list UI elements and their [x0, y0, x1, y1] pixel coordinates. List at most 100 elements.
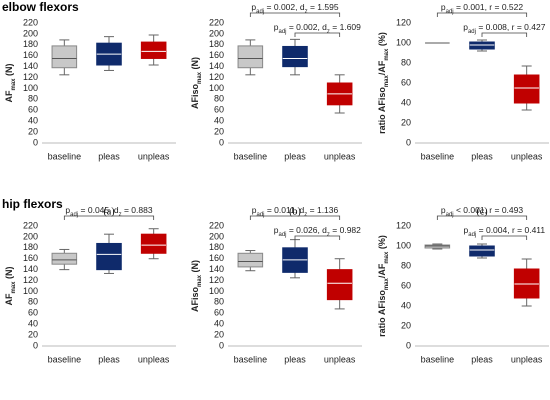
y-tick-label: 0: [406, 137, 411, 147]
annotation: padj < 0.001, r = 0.493: [441, 205, 523, 217]
x-tick-label: baseline: [48, 151, 82, 161]
text-part: (N): [190, 260, 200, 275]
text-part: p: [65, 205, 70, 215]
y-tick-label: 0: [219, 340, 224, 350]
box: [51, 45, 78, 69]
y-tick-label: 200: [23, 28, 38, 38]
annotation: padj = 0.004, r = 0.411: [464, 225, 546, 237]
x-tick-label: unpleas: [511, 151, 543, 161]
y-tick-label: 220: [23, 220, 38, 230]
y-tick-label: 120: [23, 275, 38, 285]
box: [237, 252, 264, 268]
y-tick-label: 60: [28, 105, 38, 115]
y-tick-label: 20: [214, 126, 224, 136]
text-part: p: [251, 2, 256, 12]
y-axis-title: AFmax (N): [4, 266, 16, 305]
y-axis-title: AFisomax (N): [190, 260, 202, 312]
y-tick-label: 60: [401, 280, 411, 290]
subscript: max: [11, 78, 17, 91]
x-tick-label: pleas: [471, 354, 493, 364]
text-part: = 0.011, d: [265, 205, 305, 215]
text-part: = 1.136: [307, 205, 338, 215]
text-part: p: [274, 22, 279, 32]
x-tick-label: unpleas: [511, 354, 543, 364]
significance-bracket: [249, 215, 341, 220]
y-tick-label: 140: [23, 61, 38, 71]
text-part: p: [441, 205, 446, 215]
y-tick-label: 60: [214, 308, 224, 318]
y-tick-label: 220: [23, 17, 38, 27]
section-title: elbow flexors: [2, 0, 79, 14]
annotation: padj = 0.002, dz = 1.609: [274, 22, 361, 34]
significance-bracket: [294, 32, 341, 37]
x-tick-label: unpleas: [138, 151, 170, 161]
panel-label: (b): [289, 206, 301, 217]
text-part: p: [464, 225, 469, 235]
subscript: z: [327, 232, 330, 238]
y-tick-label: 20: [214, 329, 224, 339]
box: [96, 242, 122, 271]
panel-label: (a): [103, 206, 114, 217]
y-axis-title: ratio AFisomax/AFmax (%): [377, 235, 389, 337]
subscript: max: [197, 71, 203, 84]
subscript: max: [384, 75, 390, 88]
text-part: (N): [190, 57, 200, 72]
x-tick-label: pleas: [471, 151, 493, 161]
y-tick-label: 100: [396, 37, 411, 47]
text-part: = 0.002, d: [287, 22, 328, 32]
text-part: = 1.595: [308, 2, 339, 12]
text-part: (N): [4, 266, 14, 281]
subscript: adj: [256, 212, 264, 218]
y-tick-label: 180: [209, 39, 224, 49]
y-tick-label: 100: [396, 240, 411, 250]
significance-bracket: [249, 12, 341, 17]
subscript: adj: [70, 212, 78, 218]
y-axis-title: ratio AFisomax/AFmax (%): [377, 32, 389, 134]
text-part: p: [274, 225, 279, 235]
y-tick-label: 100: [23, 286, 38, 296]
text-part: AFiso: [190, 287, 200, 313]
box: [282, 45, 308, 68]
box: [513, 74, 540, 104]
text-part: p: [252, 205, 257, 215]
y-tick-label: 100: [23, 83, 38, 93]
text-part: = 0.004, r = 0.411: [476, 225, 545, 235]
y-tick-label: 0: [33, 137, 38, 147]
text-part: /AF: [377, 263, 387, 278]
y-tick-label: 20: [401, 320, 411, 330]
y-tick-label: 40: [28, 319, 38, 329]
significance-bracket: [63, 215, 155, 220]
y-tick-label: 120: [23, 72, 38, 82]
y-tick-label: 0: [406, 340, 411, 350]
y-tick-label: 20: [401, 117, 411, 127]
text-part: AF: [4, 293, 14, 305]
y-tick-label: 160: [23, 50, 38, 60]
y-tick-label: 160: [209, 253, 224, 263]
box: [469, 245, 495, 257]
y-tick-label: 40: [401, 300, 411, 310]
text-part: AFiso: [190, 84, 200, 110]
subscript: adj: [446, 212, 454, 218]
subscript: z: [305, 9, 308, 15]
text-part: (%): [377, 235, 387, 252]
subscript: max: [384, 278, 390, 291]
text-part: /AF: [377, 60, 387, 75]
y-tick-label: 60: [28, 308, 38, 318]
y-tick-label: 180: [209, 242, 224, 252]
y-tick-label: 0: [33, 340, 38, 350]
x-tick-label: baseline: [421, 354, 455, 364]
box: [51, 252, 78, 265]
y-tick-label: 100: [209, 286, 224, 296]
y-tick-label: 80: [401, 57, 411, 67]
y-axis-title: AFisomax (N): [190, 57, 202, 109]
subscript: max: [197, 274, 203, 287]
significance-bracket: [436, 215, 528, 220]
y-tick-label: 200: [209, 28, 224, 38]
box: [140, 41, 167, 59]
x-tick-label: baseline: [234, 151, 268, 161]
y-tick-label: 40: [214, 116, 224, 126]
subscript: adj: [468, 232, 476, 238]
significance-bracket: [481, 32, 528, 37]
y-tick-label: 20: [28, 329, 38, 339]
